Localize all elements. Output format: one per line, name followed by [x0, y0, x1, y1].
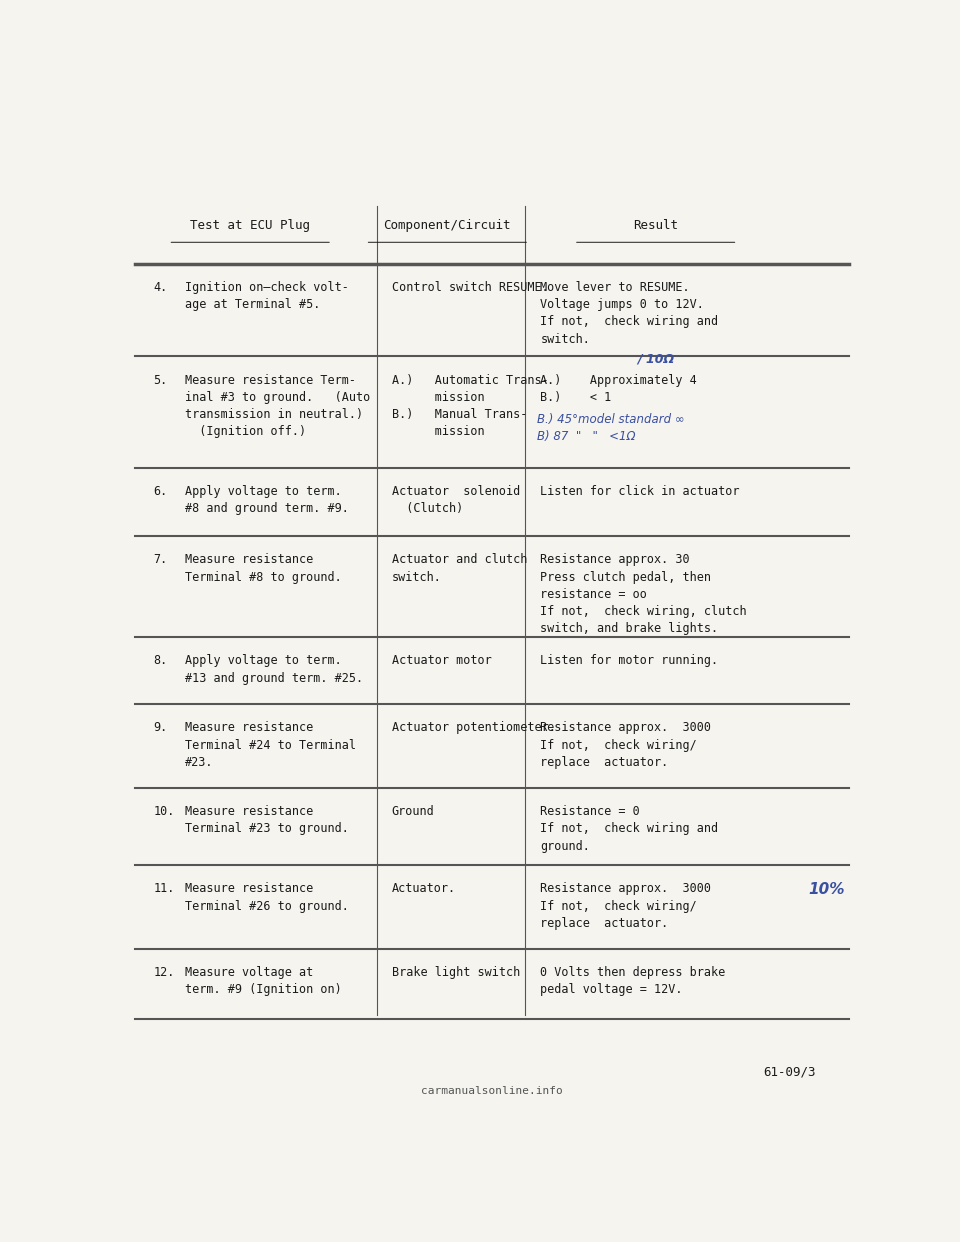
Text: Terminal #24 to Terminal: Terminal #24 to Terminal — [185, 739, 356, 751]
Text: Test at ECU Plug: Test at ECU Plug — [190, 219, 310, 231]
Text: #8 and ground term. #9.: #8 and ground term. #9. — [185, 502, 349, 515]
Text: Actuator  solenoid: Actuator solenoid — [392, 484, 519, 498]
Text: If not,  check wiring and: If not, check wiring and — [540, 822, 718, 836]
Text: Move lever to RESUME.: Move lever to RESUME. — [540, 281, 690, 294]
Text: mission: mission — [392, 425, 484, 438]
Text: B.)    < 1: B.) < 1 — [540, 391, 612, 404]
Text: 12.: 12. — [154, 966, 175, 979]
Text: #23.: #23. — [185, 755, 214, 769]
Text: Voltage jumps 0 to 12V.: Voltage jumps 0 to 12V. — [540, 298, 705, 312]
Text: 10%: 10% — [808, 882, 845, 897]
Text: age at Terminal #5.: age at Terminal #5. — [185, 298, 321, 312]
Text: Resistance approx.  3000: Resistance approx. 3000 — [540, 882, 711, 895]
Text: 5.: 5. — [154, 374, 168, 386]
Text: #13 and ground term. #25.: #13 and ground term. #25. — [185, 672, 364, 684]
Text: switch, and brake lights.: switch, and brake lights. — [540, 622, 718, 635]
Text: 6.: 6. — [154, 484, 168, 498]
Text: B) 87  "   "   <1Ω: B) 87 " " <1Ω — [537, 430, 636, 443]
Text: ground.: ground. — [540, 840, 590, 853]
Text: Apply voltage to term.: Apply voltage to term. — [185, 655, 342, 667]
Text: B.)   Manual Trans-: B.) Manual Trans- — [392, 407, 527, 421]
Text: switch.: switch. — [540, 333, 590, 345]
Text: (Clutch): (Clutch) — [392, 502, 463, 515]
Text: 10.: 10. — [154, 805, 175, 818]
Text: mission: mission — [392, 391, 484, 404]
Text: Terminal #23 to ground.: Terminal #23 to ground. — [185, 822, 349, 836]
Text: If not,  check wiring/: If not, check wiring/ — [540, 899, 697, 913]
Text: Measure resistance: Measure resistance — [185, 805, 314, 818]
Text: Resistance approx. 30: Resistance approx. 30 — [540, 554, 690, 566]
Text: Resistance approx.  3000: Resistance approx. 3000 — [540, 722, 711, 734]
Text: Measure resistance: Measure resistance — [185, 722, 314, 734]
Text: Listen for motor running.: Listen for motor running. — [540, 655, 718, 667]
Text: Press clutch pedal, then: Press clutch pedal, then — [540, 570, 711, 584]
Text: term. #9 (Ignition on): term. #9 (Ignition on) — [185, 984, 342, 996]
Text: 0 Volts then depress brake: 0 Volts then depress brake — [540, 966, 726, 979]
Text: / 10Ω: / 10Ω — [637, 353, 674, 365]
Text: If not,  check wiring and: If not, check wiring and — [540, 315, 718, 328]
Text: 8.: 8. — [154, 655, 168, 667]
Text: carmanualsonline.info: carmanualsonline.info — [421, 1086, 563, 1095]
Text: Measure resistance: Measure resistance — [185, 882, 314, 895]
Text: Component/Circuit: Component/Circuit — [384, 219, 511, 231]
Text: Control switch RESUME.: Control switch RESUME. — [392, 281, 548, 294]
Text: 9.: 9. — [154, 722, 168, 734]
Text: If not,  check wiring/: If not, check wiring/ — [540, 739, 697, 751]
Text: inal #3 to ground.   (Auto: inal #3 to ground. (Auto — [185, 391, 371, 404]
Text: Actuator motor: Actuator motor — [392, 655, 492, 667]
Text: Actuator potentiometer.: Actuator potentiometer. — [392, 722, 556, 734]
Text: A.)    Approximately 4: A.) Approximately 4 — [540, 374, 697, 386]
Text: 7.: 7. — [154, 554, 168, 566]
Text: replace  actuator.: replace actuator. — [540, 755, 668, 769]
Text: 11.: 11. — [154, 882, 175, 895]
Text: Measure resistance Term-: Measure resistance Term- — [185, 374, 356, 386]
Text: Brake light switch: Brake light switch — [392, 966, 519, 979]
Text: If not,  check wiring, clutch: If not, check wiring, clutch — [540, 605, 747, 619]
Text: replace  actuator.: replace actuator. — [540, 917, 668, 930]
Text: Ignition on—check volt-: Ignition on—check volt- — [185, 281, 349, 294]
Text: transmission in neutral.): transmission in neutral.) — [185, 407, 364, 421]
Text: B.) 45°model standard ∞: B.) 45°model standard ∞ — [537, 412, 684, 426]
Text: Terminal #26 to ground.: Terminal #26 to ground. — [185, 899, 349, 913]
Text: Terminal #8 to ground.: Terminal #8 to ground. — [185, 570, 342, 584]
Text: Measure voltage at: Measure voltage at — [185, 966, 314, 979]
Text: Listen for click in actuator: Listen for click in actuator — [540, 484, 740, 498]
Text: pedal voltage = 12V.: pedal voltage = 12V. — [540, 984, 683, 996]
Text: 61-09/3: 61-09/3 — [763, 1066, 816, 1078]
Text: Actuator and clutch: Actuator and clutch — [392, 554, 527, 566]
Text: Apply voltage to term.: Apply voltage to term. — [185, 484, 342, 498]
Text: switch.: switch. — [392, 570, 442, 584]
Text: (Ignition off.): (Ignition off.) — [185, 425, 306, 438]
Text: A.)   Automatic Trans-: A.) Automatic Trans- — [392, 374, 548, 386]
Text: Result: Result — [634, 219, 678, 231]
Text: Resistance = 0: Resistance = 0 — [540, 805, 640, 818]
Text: Ground: Ground — [392, 805, 434, 818]
Text: Measure resistance: Measure resistance — [185, 554, 314, 566]
Text: resistance = oo: resistance = oo — [540, 587, 647, 601]
Text: 4.: 4. — [154, 281, 168, 294]
Text: Actuator.: Actuator. — [392, 882, 456, 895]
